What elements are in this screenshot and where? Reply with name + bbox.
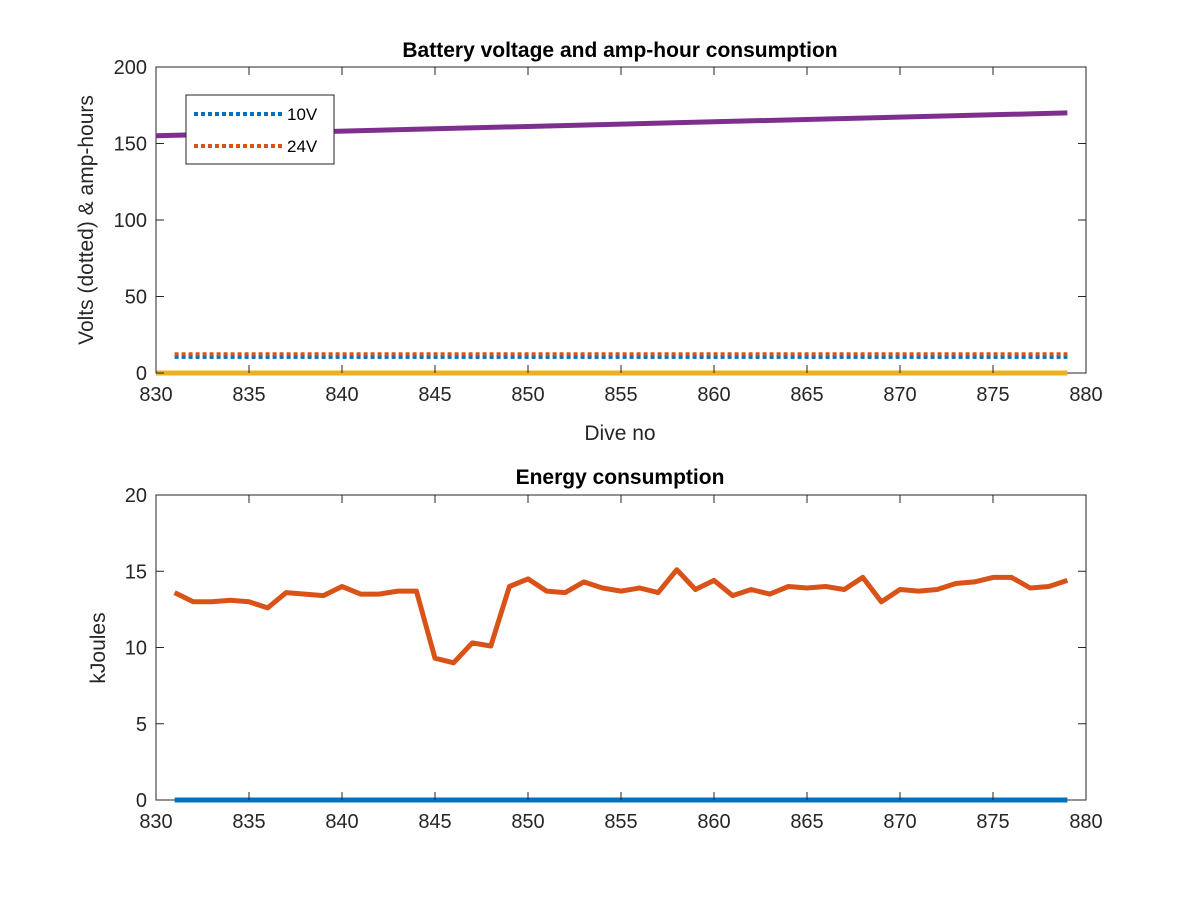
top-yaxis-title: Volts (dotted) & amp-hours <box>75 95 98 345</box>
top-xtick-label: 840 <box>325 384 358 406</box>
legend-24v-label: 24V <box>287 137 318 156</box>
bottom-ytick-label: 5 <box>136 714 147 736</box>
bottom-ytick-label: 10 <box>125 638 147 660</box>
top-xtick-label: 855 <box>604 384 637 406</box>
bottom-series-line-1 <box>173 567 1069 666</box>
bottom-xtick-label: 830 <box>139 811 172 833</box>
bottom-xtick-label: 875 <box>976 811 1009 833</box>
top-xtick-label: 835 <box>232 384 265 406</box>
bottom-plot-area <box>155 494 1087 801</box>
top-xtick-label: 880 <box>1069 384 1102 406</box>
legend-box <box>185 94 335 165</box>
bottom-xtick-label: 865 <box>790 811 823 833</box>
bottom-xtick-label: 870 <box>883 811 916 833</box>
bottom-chart-title: Energy consumption <box>516 466 725 489</box>
top-xtick-label: 865 <box>790 384 823 406</box>
top-ytick-label: 50 <box>125 287 147 309</box>
top-xaxis-title: Dive no <box>584 422 655 445</box>
top-ytick-label: 100 <box>114 210 147 232</box>
top-xtick-label: 850 <box>511 384 544 406</box>
bottom-xtick-label: 840 <box>325 811 358 833</box>
bottom-xtick-label: 860 <box>697 811 730 833</box>
bottom-xtick-label: 835 <box>232 811 265 833</box>
legend: 10V 24V <box>185 94 335 165</box>
top-xtick-label: 875 <box>976 384 1009 406</box>
top-ytick-label: 200 <box>114 57 147 79</box>
top-xtick-label: 870 <box>883 384 916 406</box>
bottom-xtick-label: 855 <box>604 811 637 833</box>
bottom-xtick-label: 880 <box>1069 811 1102 833</box>
top-chart-title: Battery voltage and amp-hour consumption <box>402 39 837 62</box>
top-ytick-label: 0 <box>136 363 147 385</box>
top-xtick-label: 845 <box>418 384 451 406</box>
bottom-xtick-label: 845 <box>418 811 451 833</box>
energy-chart: Energy consumption 830 835 840 845 850 855 860… <box>87 466 1103 833</box>
top-ytick-label: 150 <box>114 134 147 156</box>
top-xtick-label: 830 <box>139 384 172 406</box>
voltage-amphour-chart: Battery voltage and amp-hour consumption… <box>75 39 1103 445</box>
bottom-ytick-label: 0 <box>136 790 147 812</box>
top-xtick-label: 860 <box>697 384 730 406</box>
top-ticks-group: 830 835 840 845 850 855 860 865 870 875 880 0 50 100 1… <box>114 57 1103 406</box>
legend-10v-label: 10V <box>287 105 318 124</box>
bottom-ticks-group: 830 835 840 845 850 855 860 865 870 875 880 0 5 10 15 2… <box>125 485 1103 833</box>
bottom-yaxis-title: kJoules <box>87 612 110 683</box>
bottom-ytick-label: 20 <box>125 485 147 507</box>
bottom-ytick-label: 15 <box>125 561 147 583</box>
bottom-xtick-label: 850 <box>511 811 544 833</box>
